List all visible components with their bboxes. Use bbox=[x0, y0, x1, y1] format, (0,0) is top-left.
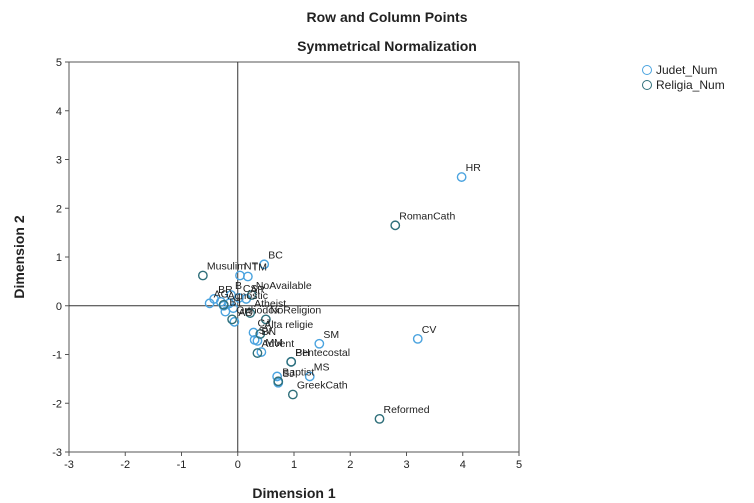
y-tick-label: -2 bbox=[52, 398, 62, 410]
data-label: NT bbox=[244, 261, 259, 273]
x-tick-label: 3 bbox=[403, 459, 409, 471]
legend: Judet_Num Religia_Num bbox=[642, 62, 725, 92]
data-label: TM bbox=[252, 262, 267, 274]
y-tick-label: 3 bbox=[56, 155, 62, 167]
data-label: Agnostic bbox=[228, 290, 268, 302]
data-point bbox=[252, 348, 263, 358]
data-label: NoReligion bbox=[270, 304, 322, 316]
data-label: SM bbox=[323, 329, 339, 341]
data-point bbox=[246, 290, 257, 300]
legend-label: Religia_Num bbox=[656, 77, 725, 92]
data-label: Advent bbox=[261, 338, 294, 350]
x-tick-label: 1 bbox=[291, 459, 297, 471]
data-point bbox=[412, 333, 423, 344]
data-label: MM bbox=[265, 337, 283, 349]
data-point bbox=[227, 314, 238, 325]
data-point bbox=[242, 271, 253, 282]
data-label: MS bbox=[314, 361, 330, 373]
data-label: NoAvailable bbox=[256, 280, 312, 292]
x-tick-label: -2 bbox=[120, 459, 130, 471]
data-point bbox=[235, 270, 245, 281]
data-point bbox=[233, 293, 244, 303]
data-point bbox=[229, 316, 240, 327]
legend-label: Judet_Num bbox=[656, 62, 718, 77]
data-point bbox=[220, 306, 231, 317]
chart-subtitle: Symmetrical Normalization bbox=[297, 38, 477, 54]
data-label: Orthodox bbox=[236, 304, 280, 316]
data-point bbox=[374, 413, 385, 424]
x-tick-label: -3 bbox=[64, 459, 74, 471]
data-point bbox=[245, 308, 256, 318]
data-point bbox=[255, 329, 266, 339]
data-label: AB bbox=[238, 307, 252, 319]
data-label: CS bbox=[243, 283, 258, 295]
data-label: GreekCath bbox=[297, 379, 348, 391]
x-axis-label: Dimension 1 bbox=[252, 485, 335, 501]
y-axis-label: Dimension 2 bbox=[11, 215, 27, 298]
data-point bbox=[273, 376, 284, 387]
y-tick-label: 0 bbox=[56, 301, 62, 313]
data-label: Musulim bbox=[207, 261, 246, 273]
data-point bbox=[456, 172, 467, 182]
y-tick-label: -3 bbox=[52, 447, 62, 459]
y-tick-label: 4 bbox=[56, 106, 62, 118]
data-label: AR bbox=[250, 284, 265, 296]
x-tick-label: 4 bbox=[460, 459, 466, 471]
legend-marker-icon bbox=[642, 79, 652, 90]
legend-item-religia: Religia_Num bbox=[642, 77, 725, 92]
data-label: Baptist bbox=[282, 366, 314, 378]
data-point bbox=[197, 270, 208, 281]
data-label: SV bbox=[259, 325, 273, 337]
data-label: BR bbox=[218, 284, 233, 296]
x-tick-label: 2 bbox=[347, 459, 353, 471]
y-tick-label: -1 bbox=[52, 350, 62, 362]
data-point bbox=[218, 299, 229, 310]
data-label: CJ bbox=[258, 318, 271, 330]
legend-marker-icon bbox=[642, 64, 652, 75]
data-label: Pentecostal bbox=[295, 347, 350, 359]
data-point bbox=[204, 298, 215, 309]
data-label: Atheist bbox=[254, 298, 286, 310]
data-point bbox=[256, 347, 267, 357]
data-point bbox=[259, 259, 270, 270]
data-point bbox=[286, 356, 297, 367]
data-label: AG bbox=[214, 288, 229, 300]
data-point bbox=[260, 314, 271, 325]
chart-title: Row and Column Points bbox=[306, 9, 468, 25]
data-label: HR bbox=[466, 162, 482, 174]
x-tick-label: 0 bbox=[235, 459, 241, 471]
data-label: BT bbox=[229, 297, 243, 309]
data-label: BN bbox=[261, 326, 276, 338]
data-point bbox=[304, 371, 315, 382]
data-label: B bbox=[235, 280, 242, 292]
data-point bbox=[287, 389, 298, 400]
y-tick-label: 5 bbox=[56, 57, 62, 69]
data-point bbox=[272, 371, 283, 382]
data-label: BH bbox=[295, 347, 310, 359]
x-tick-label: -1 bbox=[177, 459, 187, 471]
data-label: SJ bbox=[282, 368, 294, 380]
y-tick-label: 2 bbox=[56, 203, 62, 215]
data-point bbox=[390, 220, 401, 231]
x-tick-label: 5 bbox=[516, 459, 522, 471]
data-point bbox=[314, 338, 325, 349]
data-point bbox=[248, 327, 259, 338]
data-label: Reformed bbox=[384, 404, 430, 416]
data-label: CV bbox=[422, 324, 437, 336]
plot-frame bbox=[68, 61, 520, 453]
data-label: Alta religie bbox=[264, 319, 313, 331]
y-tick-label: 1 bbox=[56, 252, 62, 264]
data-point bbox=[228, 303, 239, 314]
data-label: RomanCath bbox=[399, 210, 455, 222]
legend-item-judet: Judet_Num bbox=[642, 62, 725, 77]
data-label: BC bbox=[268, 249, 283, 261]
